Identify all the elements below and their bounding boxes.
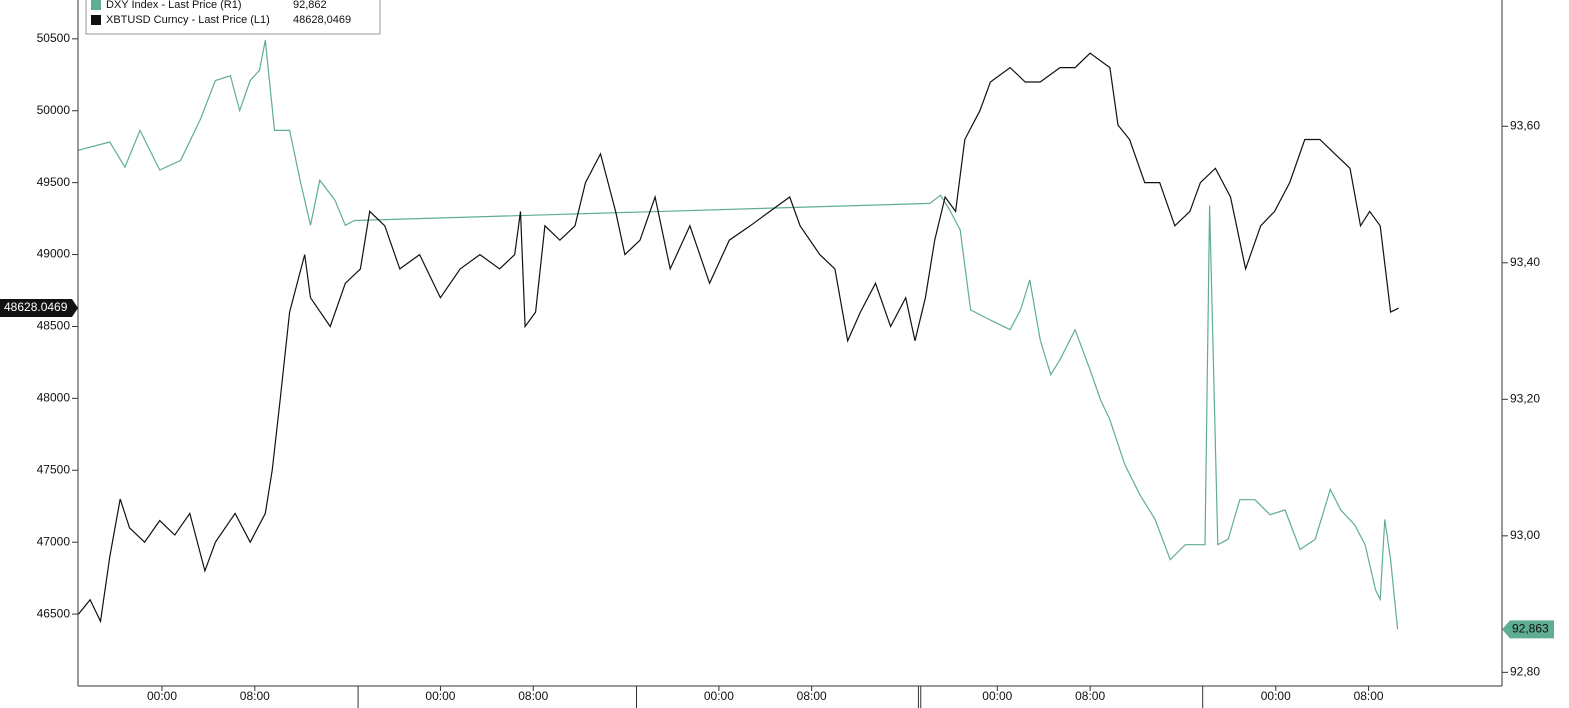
- y-tick-label: 47000: [37, 534, 71, 548]
- y-tick-label: 47500: [37, 462, 71, 476]
- y2-tick-label: 93,20: [1510, 391, 1540, 405]
- y-tick-label: 49500: [37, 175, 71, 189]
- x-tick-label: 00:00: [147, 689, 177, 703]
- x-tick-label: 00:00: [1261, 689, 1291, 703]
- legend-value: 92,862: [293, 0, 327, 11]
- y2-tick-label: 93,00: [1510, 528, 1540, 542]
- x-tick-label: 08:00: [240, 689, 270, 703]
- legend-swatch: [91, 15, 101, 25]
- y-tick-label: 50500: [37, 31, 71, 45]
- end-tag: [1502, 620, 1554, 639]
- x-tick-label: 08:00: [1075, 689, 1105, 703]
- series-line: [78, 52, 1399, 624]
- y-tick-label: 50000: [37, 103, 71, 117]
- x-tick-label: 00:00: [982, 689, 1012, 703]
- series-line: [78, 40, 1399, 630]
- y2-tick-label: 92,80: [1510, 665, 1540, 679]
- legend-swatch: [91, 0, 101, 10]
- legend-box: [85, 0, 381, 35]
- x-tick-label: 00:00: [425, 689, 455, 703]
- y-tick-label: 48500: [37, 319, 71, 333]
- end-label: 92,863: [1512, 622, 1549, 636]
- legend-name: XBTUSD Curncy - Last Price (L1): [106, 14, 270, 26]
- legend-value: 48628,0469: [293, 14, 351, 26]
- x-tick-label: 00:00: [704, 689, 734, 703]
- x-tick-label: 08:00: [797, 689, 827, 703]
- legend-name: DXY Index - Last Price (R1): [106, 0, 242, 11]
- end-tag: [0, 299, 78, 318]
- y-tick-label: 46500: [37, 606, 71, 620]
- y-tick-label: 48000: [37, 391, 71, 405]
- y-tick-label: 49000: [37, 247, 71, 261]
- x-tick-label: 08:00: [1354, 689, 1384, 703]
- y2-tick-label: 93,40: [1510, 255, 1540, 269]
- x-tick-label: 08:00: [518, 689, 548, 703]
- end-label: 48628.0469: [4, 300, 68, 314]
- y2-tick-label: 93,60: [1510, 118, 1540, 132]
